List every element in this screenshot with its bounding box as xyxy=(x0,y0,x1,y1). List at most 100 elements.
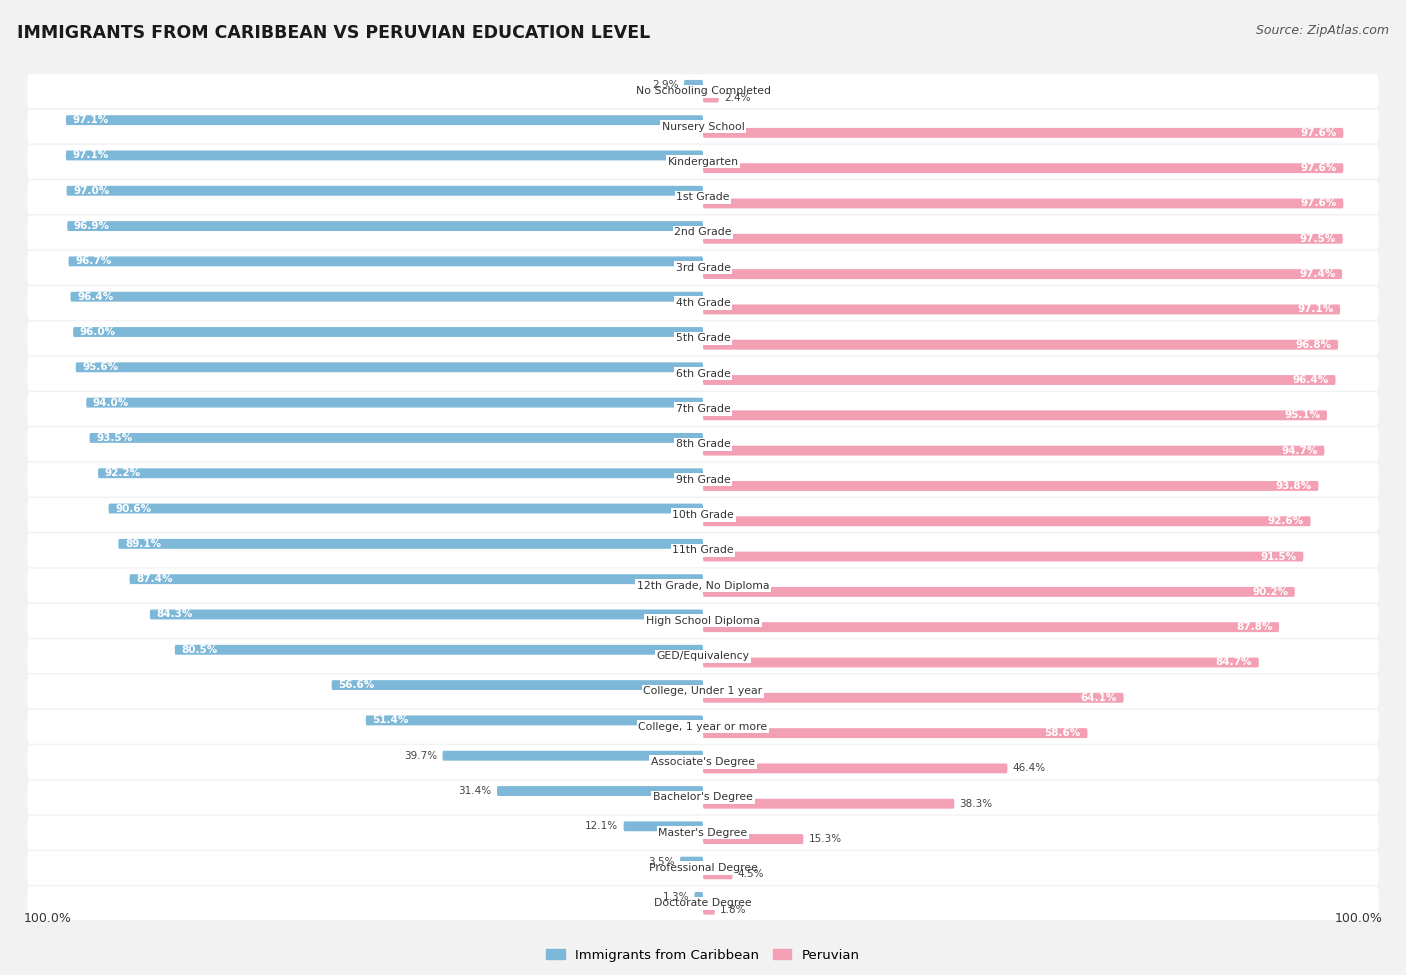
Text: 97.4%: 97.4% xyxy=(1299,269,1336,279)
Text: College, Under 1 year: College, Under 1 year xyxy=(644,686,762,696)
FancyBboxPatch shape xyxy=(703,763,1008,773)
Text: 94.0%: 94.0% xyxy=(93,398,129,408)
Text: GED/Equivalency: GED/Equivalency xyxy=(657,651,749,661)
FancyBboxPatch shape xyxy=(73,327,703,337)
Text: 97.5%: 97.5% xyxy=(1301,234,1336,244)
Text: 9th Grade: 9th Grade xyxy=(676,475,730,485)
Text: 97.6%: 97.6% xyxy=(1301,163,1337,174)
FancyBboxPatch shape xyxy=(703,728,1087,738)
FancyBboxPatch shape xyxy=(683,80,703,90)
FancyBboxPatch shape xyxy=(27,145,1379,178)
Text: 2.9%: 2.9% xyxy=(652,80,679,90)
FancyBboxPatch shape xyxy=(27,357,1379,391)
FancyBboxPatch shape xyxy=(27,322,1379,355)
FancyBboxPatch shape xyxy=(27,74,1379,108)
Text: 64.1%: 64.1% xyxy=(1081,693,1116,703)
FancyBboxPatch shape xyxy=(70,292,703,301)
Text: 100.0%: 100.0% xyxy=(1334,913,1382,925)
FancyBboxPatch shape xyxy=(27,109,1379,143)
Text: 12th Grade, No Diploma: 12th Grade, No Diploma xyxy=(637,580,769,591)
Text: 96.4%: 96.4% xyxy=(1292,375,1329,385)
FancyBboxPatch shape xyxy=(703,375,1336,385)
Text: 2nd Grade: 2nd Grade xyxy=(675,227,731,238)
Text: 39.7%: 39.7% xyxy=(404,751,437,760)
FancyBboxPatch shape xyxy=(27,533,1379,567)
FancyBboxPatch shape xyxy=(27,392,1379,426)
FancyBboxPatch shape xyxy=(703,834,803,844)
FancyBboxPatch shape xyxy=(27,886,1379,920)
FancyBboxPatch shape xyxy=(496,786,703,796)
Text: 2.4%: 2.4% xyxy=(724,93,751,102)
FancyBboxPatch shape xyxy=(27,427,1379,461)
Text: Kindergarten: Kindergarten xyxy=(668,157,738,167)
Text: 1st Grade: 1st Grade xyxy=(676,192,730,202)
Text: Doctorate Degree: Doctorate Degree xyxy=(654,898,752,909)
FancyBboxPatch shape xyxy=(703,693,1123,703)
Text: Associate's Degree: Associate's Degree xyxy=(651,757,755,767)
FancyBboxPatch shape xyxy=(90,433,703,443)
Text: 97.6%: 97.6% xyxy=(1301,128,1337,137)
FancyBboxPatch shape xyxy=(703,199,1343,209)
Text: 4th Grade: 4th Grade xyxy=(676,298,730,308)
Text: 1.3%: 1.3% xyxy=(662,892,689,902)
FancyBboxPatch shape xyxy=(66,186,703,196)
Text: 8th Grade: 8th Grade xyxy=(676,440,730,449)
Text: 97.1%: 97.1% xyxy=(73,150,108,161)
Text: 97.6%: 97.6% xyxy=(1301,199,1337,209)
FancyBboxPatch shape xyxy=(27,851,1379,885)
Text: 80.5%: 80.5% xyxy=(181,644,218,655)
FancyBboxPatch shape xyxy=(98,468,703,478)
FancyBboxPatch shape xyxy=(27,640,1379,673)
Text: 4.5%: 4.5% xyxy=(738,870,765,879)
FancyBboxPatch shape xyxy=(27,710,1379,744)
Text: 6th Grade: 6th Grade xyxy=(676,369,730,378)
Text: 12.1%: 12.1% xyxy=(585,821,619,832)
Legend: Immigrants from Caribbean, Peruvian: Immigrants from Caribbean, Peruvian xyxy=(541,943,865,967)
Text: 96.7%: 96.7% xyxy=(75,256,111,266)
FancyBboxPatch shape xyxy=(66,150,703,161)
Text: No Schooling Completed: No Schooling Completed xyxy=(636,86,770,97)
FancyBboxPatch shape xyxy=(703,128,1343,137)
Text: 97.0%: 97.0% xyxy=(73,186,110,196)
Text: 1.8%: 1.8% xyxy=(720,905,747,915)
FancyBboxPatch shape xyxy=(624,821,703,832)
Text: 96.4%: 96.4% xyxy=(77,292,114,301)
Text: 94.7%: 94.7% xyxy=(1281,446,1317,455)
Text: 10th Grade: 10th Grade xyxy=(672,510,734,520)
FancyBboxPatch shape xyxy=(703,587,1295,597)
Text: 5th Grade: 5th Grade xyxy=(676,333,730,343)
FancyBboxPatch shape xyxy=(703,163,1343,174)
Text: 92.6%: 92.6% xyxy=(1268,516,1303,526)
FancyBboxPatch shape xyxy=(27,251,1379,285)
FancyBboxPatch shape xyxy=(703,410,1327,420)
Text: 7th Grade: 7th Grade xyxy=(676,404,730,414)
Text: 38.3%: 38.3% xyxy=(959,799,993,808)
FancyBboxPatch shape xyxy=(27,180,1379,214)
FancyBboxPatch shape xyxy=(27,675,1379,709)
Text: 90.2%: 90.2% xyxy=(1253,587,1288,597)
FancyBboxPatch shape xyxy=(443,751,703,760)
FancyBboxPatch shape xyxy=(703,339,1339,350)
FancyBboxPatch shape xyxy=(69,256,703,266)
FancyBboxPatch shape xyxy=(703,481,1319,490)
Text: 58.6%: 58.6% xyxy=(1045,728,1081,738)
FancyBboxPatch shape xyxy=(703,622,1279,632)
FancyBboxPatch shape xyxy=(703,446,1324,455)
FancyBboxPatch shape xyxy=(67,221,703,231)
Text: 90.6%: 90.6% xyxy=(115,503,152,514)
FancyBboxPatch shape xyxy=(366,716,703,725)
Text: 100.0%: 100.0% xyxy=(24,913,72,925)
FancyBboxPatch shape xyxy=(27,568,1379,603)
Text: 87.8%: 87.8% xyxy=(1236,622,1272,632)
FancyBboxPatch shape xyxy=(27,463,1379,496)
FancyBboxPatch shape xyxy=(27,780,1379,814)
Text: Source: ZipAtlas.com: Source: ZipAtlas.com xyxy=(1256,24,1389,37)
FancyBboxPatch shape xyxy=(703,304,1340,314)
FancyBboxPatch shape xyxy=(703,93,718,102)
FancyBboxPatch shape xyxy=(332,681,703,690)
Text: 56.6%: 56.6% xyxy=(339,681,374,690)
FancyBboxPatch shape xyxy=(703,234,1343,244)
Text: 51.4%: 51.4% xyxy=(373,716,409,725)
Text: 97.1%: 97.1% xyxy=(1298,304,1333,314)
FancyBboxPatch shape xyxy=(703,905,714,915)
